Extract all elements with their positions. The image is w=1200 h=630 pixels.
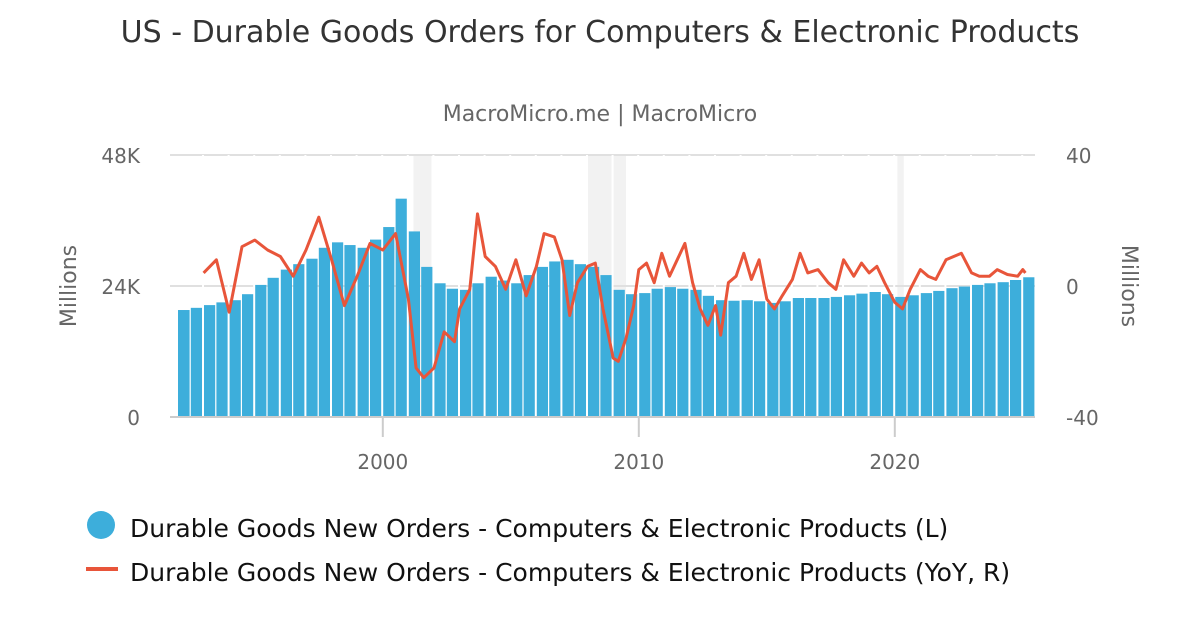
bar xyxy=(856,293,868,417)
bar xyxy=(613,289,625,417)
bar xyxy=(933,290,945,417)
bar xyxy=(421,266,433,417)
legend-label: Durable Goods New Orders - Computers & E… xyxy=(130,513,949,543)
bar xyxy=(574,264,587,417)
bar xyxy=(472,283,484,417)
bar xyxy=(331,242,344,417)
bar xyxy=(459,289,472,417)
bar xyxy=(830,296,843,417)
bar xyxy=(318,247,331,417)
bar xyxy=(882,294,894,417)
bar xyxy=(293,264,305,417)
bar xyxy=(178,310,190,417)
legend-label: Durable Goods New Orders - Computers & E… xyxy=(130,557,1011,587)
bar xyxy=(242,294,254,417)
bar xyxy=(190,307,203,417)
bar xyxy=(549,261,561,417)
bar xyxy=(357,247,369,417)
bar xyxy=(254,284,267,417)
legend-item-yoy[interactable]: Durable Goods New Orders - Computers & E… xyxy=(86,554,1010,590)
bar xyxy=(843,295,856,417)
bar xyxy=(651,288,664,417)
yoy-line xyxy=(202,212,1027,380)
bar xyxy=(1022,277,1035,417)
bar xyxy=(958,286,971,417)
left-axis-title: Millions xyxy=(57,245,82,327)
bar xyxy=(702,295,715,417)
right-axis-title: Millions xyxy=(1116,245,1141,327)
bar xyxy=(229,300,241,417)
bar xyxy=(638,293,651,417)
left-tick-label: 48K xyxy=(101,144,140,168)
legend-item-orders[interactable]: Durable Goods New Orders - Computers & E… xyxy=(86,510,948,546)
bar xyxy=(984,283,996,417)
bar xyxy=(523,275,536,417)
right-tick-label: -40 xyxy=(1066,406,1099,430)
x-tick-label: 2020 xyxy=(869,450,920,474)
bar xyxy=(485,276,497,417)
x-tick-label: 2010 xyxy=(613,450,664,474)
bar xyxy=(306,258,318,417)
bar xyxy=(741,300,753,417)
bar xyxy=(728,300,740,417)
bar xyxy=(370,239,382,417)
bar xyxy=(818,298,830,417)
bar xyxy=(203,305,216,417)
bar xyxy=(510,283,523,417)
left-tick-label: 0 xyxy=(127,406,140,430)
bar xyxy=(216,302,228,417)
bar xyxy=(382,227,395,417)
bar xyxy=(280,269,292,417)
bar xyxy=(600,275,612,417)
chart-subtitle: MacroMicro.me | MacroMicro xyxy=(442,102,758,127)
bar xyxy=(805,298,817,417)
bar xyxy=(562,259,574,417)
chart-title: US - Durable Goods Orders for Computers … xyxy=(120,15,1080,50)
bar xyxy=(715,300,728,417)
bar xyxy=(626,294,638,417)
bar xyxy=(946,288,958,417)
bar xyxy=(344,245,356,417)
bar xyxy=(920,293,932,417)
left-tick-label: 24K xyxy=(101,275,140,299)
bar xyxy=(792,298,804,417)
bar xyxy=(894,296,907,417)
bar xyxy=(587,266,600,417)
bar xyxy=(754,301,766,417)
legend-circle-icon xyxy=(86,510,118,546)
legend-line-icon xyxy=(86,554,118,590)
bar xyxy=(997,282,1009,417)
bar xyxy=(267,277,280,417)
bar xyxy=(408,231,420,417)
bar xyxy=(677,288,689,417)
bar xyxy=(907,295,920,417)
bar xyxy=(536,266,548,417)
bar xyxy=(395,198,408,417)
bar xyxy=(664,287,676,417)
bar xyxy=(446,288,459,417)
right-tick-label: 0 xyxy=(1066,275,1079,299)
bar xyxy=(869,292,881,417)
right-tick-label: 40 xyxy=(1066,144,1091,168)
bar xyxy=(1010,279,1022,417)
bar xyxy=(690,289,702,417)
bar xyxy=(971,284,984,417)
x-tick-label: 2000 xyxy=(357,450,408,474)
bar xyxy=(498,280,510,417)
bar xyxy=(779,301,792,417)
bar xyxy=(766,302,779,417)
